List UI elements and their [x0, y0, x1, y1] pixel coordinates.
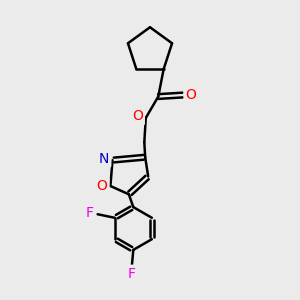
Text: O: O: [185, 88, 197, 102]
Text: F: F: [128, 267, 136, 281]
Text: N: N: [99, 152, 110, 166]
Text: O: O: [132, 110, 143, 123]
Text: O: O: [97, 179, 107, 193]
Text: F: F: [86, 206, 94, 220]
